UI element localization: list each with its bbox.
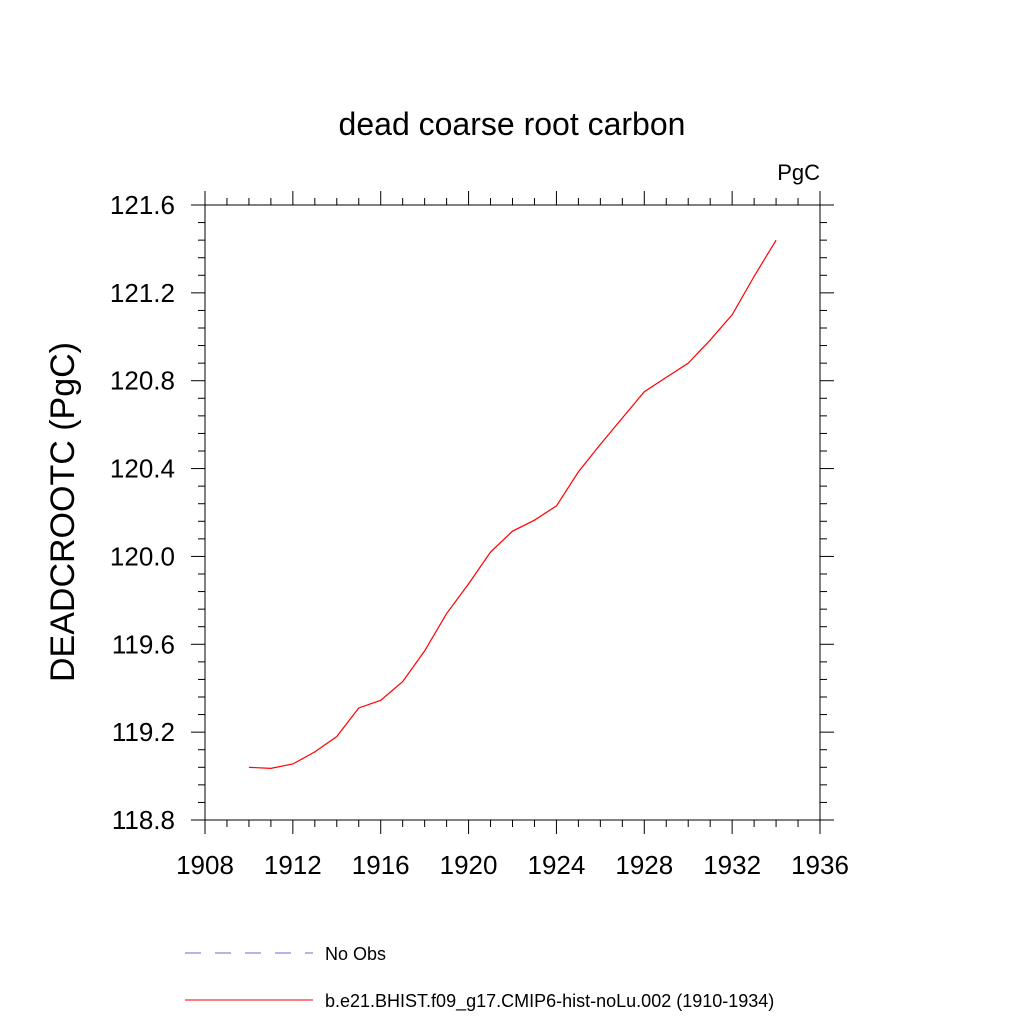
y-tick-label: 119.6 — [112, 629, 175, 659]
plot-frame — [204, 204, 821, 821]
legend-label: No Obs — [325, 944, 386, 964]
y-tick-label: 120.0 — [110, 541, 175, 571]
x-tick-label: 1936 — [791, 850, 849, 880]
y-tick-label: 121.6 — [110, 190, 175, 220]
y-tick-label: 119.2 — [112, 717, 175, 747]
y-tick-label: 120.4 — [110, 454, 175, 484]
chart-title: dead coarse root carbon — [339, 106, 686, 142]
x-tick-label: 1908 — [176, 850, 234, 880]
y-axis-label: DEADCROOTC (PgC) — [44, 342, 82, 682]
y-tick-label: 120.8 — [110, 366, 175, 396]
series-line — [248, 239, 777, 769]
x-tick-label: 1916 — [352, 850, 410, 880]
y-tick-label: 118.8 — [112, 805, 175, 835]
x-tick-label: 1920 — [440, 850, 498, 880]
x-tick-label: 1928 — [615, 850, 673, 880]
legend-label: b.e21.BHIST.f09_g17.CMIP6-hist-noLu.002 … — [325, 991, 774, 1012]
x-tick-label: 1912 — [264, 850, 322, 880]
units-label: PgC — [777, 160, 820, 185]
x-tick-label: 1924 — [528, 850, 586, 880]
x-tick-label: 1932 — [703, 850, 761, 880]
y-tick-label: 121.2 — [110, 278, 175, 308]
